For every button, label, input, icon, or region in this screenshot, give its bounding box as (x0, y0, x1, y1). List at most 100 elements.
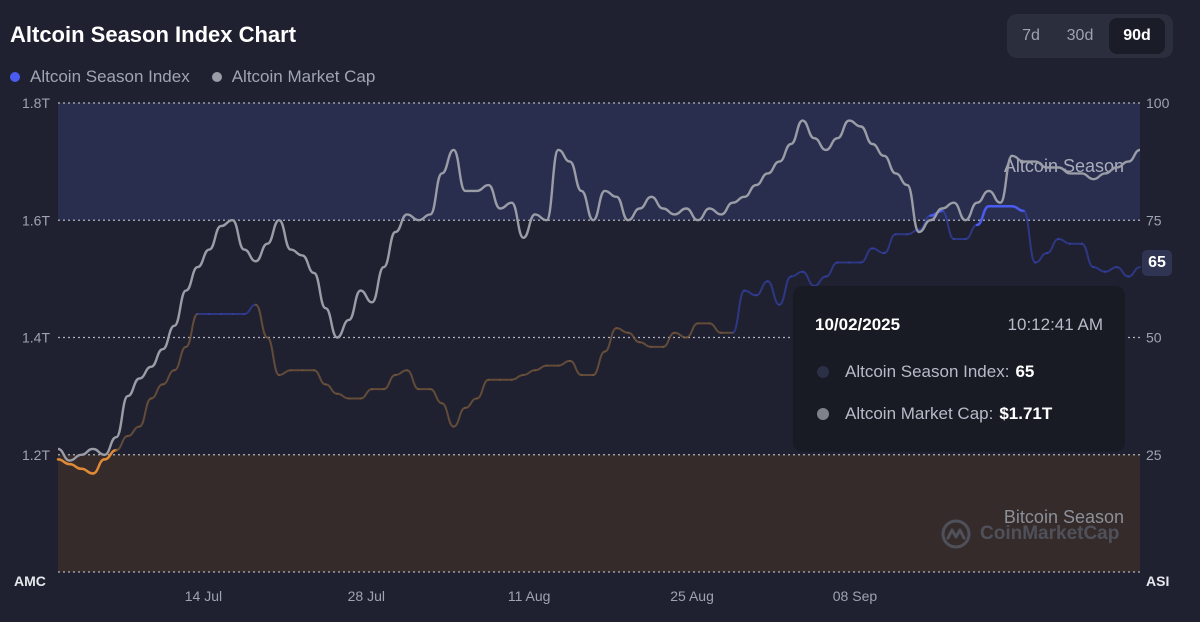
legend-label-market-cap: Altcoin Market Cap (231, 67, 376, 86)
chart-tooltip: 10/02/2025 10:12:41 AM Altcoin Season In… (793, 286, 1125, 452)
index-line-segment (452, 406, 467, 428)
right-axis: 100 75 50 25 (1146, 95, 1170, 463)
index-line-segment (173, 345, 187, 372)
index-line-segment (185, 313, 199, 348)
index-line-segment (406, 369, 420, 391)
left-tick-label: 1.8T (22, 95, 50, 111)
x-tick-label: 25 Aug (670, 588, 714, 604)
index-line-segment (673, 331, 688, 339)
index-line-segment (243, 303, 257, 315)
left-tick-label: 1.4T (22, 330, 50, 346)
index-line-segment (161, 369, 176, 386)
legend-item-market-cap[interactable]: Altcoin Market Cap (211, 67, 376, 87)
index-line-segment (382, 374, 397, 391)
index-line-segment (336, 392, 350, 400)
index-line-segment (475, 378, 490, 400)
tooltip-cap-label: Altcoin Market Cap: (845, 404, 994, 423)
index-line-segment (964, 223, 979, 240)
chart-legend: Altcoin Season Index Altcoin Market Cap (10, 67, 375, 87)
coinmarketcap-logo-icon (941, 519, 971, 549)
right-tick-label: 100 (1146, 95, 1170, 111)
index-line-segment (1034, 252, 1048, 264)
index-line-segment (755, 280, 769, 297)
tooltip-cap-value: $1.71T (999, 404, 1053, 423)
tooltip-index-label: Altcoin Season Index: (845, 362, 1010, 381)
tooltip-date: 10/02/2025 (815, 315, 901, 334)
tooltip-row-market-cap: Altcoin Market Cap: $1.71T (817, 404, 1052, 424)
page-title: Altcoin Season Index Chart (10, 22, 297, 47)
index-line-segment (1115, 266, 1130, 278)
tooltip-cap-text: Altcoin Market Cap: $1.71T (845, 404, 1052, 424)
market-cap-line (57, 119, 1141, 462)
index-line-segment (68, 462, 83, 471)
index-line-segment (557, 359, 571, 367)
index-line-segment (80, 467, 95, 475)
left-tick-label: 1.6T (22, 212, 50, 228)
index-line-segment (662, 331, 676, 348)
current-value-marker: 65 (1142, 250, 1172, 276)
index-line-segment (103, 448, 118, 461)
left-axis-title: AMC (14, 573, 46, 589)
range-7d-button[interactable]: 7d (1022, 27, 1040, 44)
index-line-segment (138, 397, 153, 428)
index-line-segment (150, 383, 164, 400)
index-line-segment (801, 270, 816, 287)
index-line-segment (1010, 204, 1025, 213)
index-line-segment (615, 327, 630, 334)
index-line-segment (859, 247, 874, 264)
index-line-segment (278, 369, 292, 376)
index-line-segment (522, 369, 536, 376)
index-line-segment (743, 289, 758, 297)
right-tick-label: 50 (1146, 330, 1162, 346)
index-line-segment (941, 209, 955, 240)
index-line-segment (638, 341, 653, 348)
index-line-segment (91, 458, 106, 475)
index-line-segment (126, 425, 141, 437)
index-line-segment (1092, 266, 1107, 273)
index-line-segment (510, 374, 525, 381)
watermark: CoinMarketCap (940, 518, 1119, 550)
index-line-segment (917, 214, 932, 231)
range-90d-button[interactable]: 90d (1109, 18, 1165, 54)
index-line-segment (324, 383, 339, 395)
x-axis: 14 Jul 28 Jul 11 Aug 25 Aug 08 Sep (185, 588, 878, 604)
bitcoin-season-label: Bitcoin Season (1004, 507, 1124, 527)
index-line-segment (824, 261, 839, 278)
x-tick-label: 11 Aug (508, 588, 551, 604)
index-line-segment (871, 247, 885, 255)
x-tick-label: 08 Sep (833, 588, 878, 604)
index-line-segment (56, 458, 71, 466)
index-line-segment (254, 303, 269, 339)
x-tick-label: 28 Jul (348, 588, 385, 604)
watermark-text: CoinMarketCap (980, 523, 1120, 544)
x-tick-label: 14 Jul (185, 588, 222, 604)
index-line-segment (1057, 238, 1072, 245)
left-tick-label: 1.2T (22, 447, 50, 463)
index-line-segment (790, 270, 804, 278)
index-line-segment (778, 275, 792, 306)
right-axis-title: ASI (1146, 573, 1169, 589)
tooltip-dot-market-cap (817, 408, 829, 420)
index-line-segment (883, 233, 897, 255)
index-line-segment (627, 331, 641, 344)
legend-dot-market-cap (211, 72, 222, 82)
index-line-segment (429, 388, 443, 405)
index-line-segment (813, 275, 827, 287)
index-line-segment (266, 336, 281, 376)
range-30d-button[interactable]: 30d (1066, 27, 1094, 44)
tooltip-time: 10:12:41 AM (1007, 315, 1103, 334)
legend-item-index[interactable]: Altcoin Season Index (10, 67, 190, 87)
left-axis: 1.8T 1.6T 1.4T 1.2T (22, 95, 50, 463)
index-line-segment (1045, 238, 1060, 255)
index-line-segment (603, 327, 618, 353)
index-line-segment (766, 280, 781, 306)
index-line-segment (1127, 266, 1141, 278)
series-altcoin-market-cap (57, 119, 1141, 462)
index-line-segment (359, 388, 374, 400)
index-line-segment (115, 435, 129, 452)
legend-dot-index (10, 72, 20, 82)
bitcoin-season-zone (58, 454, 1140, 572)
index-line-segment (464, 397, 478, 409)
index-line-segment (313, 369, 327, 386)
